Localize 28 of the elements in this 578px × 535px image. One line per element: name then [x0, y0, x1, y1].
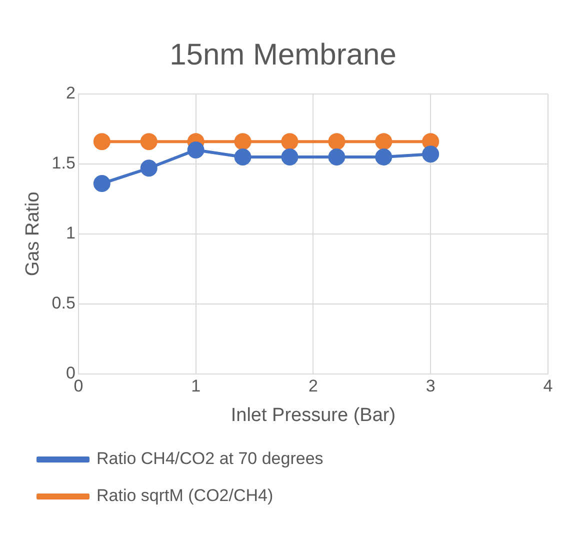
legend-label: Ratio CH4/CO2 at 70 degrees: [96, 449, 324, 468]
point: [140, 160, 158, 177]
point: [187, 141, 204, 158]
x-tick-label: 3: [426, 376, 436, 396]
legend-label: Ratio sqrtM (CO2/CH4): [96, 486, 274, 506]
point: [375, 133, 392, 150]
y-tick-label: 1.5: [52, 154, 76, 173]
point: [281, 133, 298, 150]
y-axis-title: Gas Ratio: [22, 192, 44, 276]
point: [328, 148, 346, 166]
point: [281, 148, 298, 166]
point: [375, 148, 392, 166]
y-tick-label: 2: [66, 84, 76, 103]
x-tick-label: 4: [543, 376, 553, 396]
y-tick-label: 0.5: [52, 294, 76, 313]
y-tick-label: 0: [66, 363, 76, 382]
chart-title: 15nm Membrane: [170, 38, 396, 72]
y-tick-label: 1: [66, 224, 76, 243]
point: [234, 133, 252, 150]
point: [328, 133, 346, 150]
x-tick-label: 1: [191, 376, 201, 396]
point: [422, 146, 440, 163]
point: [93, 133, 110, 150]
point: [140, 133, 158, 150]
x-axis-title: Inlet Pressure (Bar): [230, 404, 396, 426]
point: [93, 175, 110, 192]
point: [234, 148, 252, 166]
x-tick-label: 2: [308, 376, 318, 396]
